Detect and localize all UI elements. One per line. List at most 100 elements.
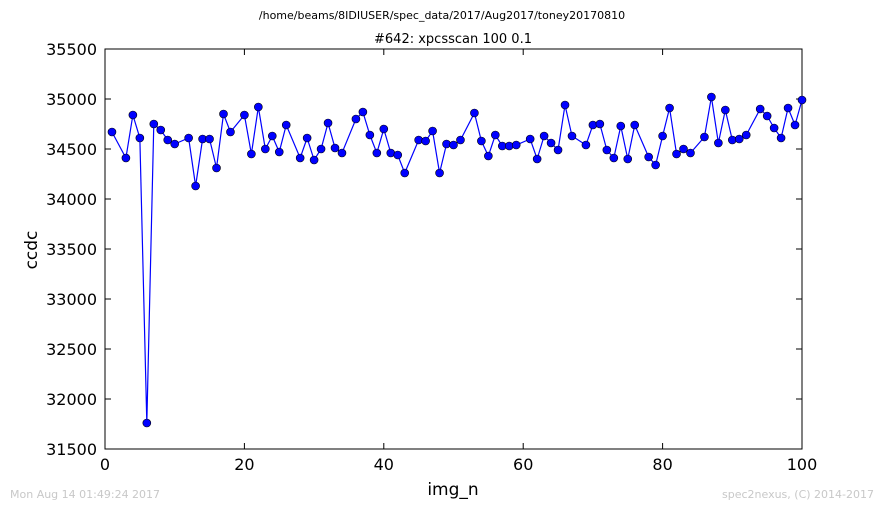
x-tick-label: 80: [652, 455, 672, 474]
data-point: [323, 118, 333, 128]
data-point: [700, 132, 709, 142]
data-point: [616, 121, 626, 131]
data-point: [477, 136, 486, 146]
data-point: [595, 119, 605, 129]
y-tick-label: 33000: [46, 290, 97, 309]
data-point: [776, 133, 786, 143]
data-point: [205, 134, 214, 144]
y-tick-label: 31500: [46, 440, 97, 459]
data-point: [428, 126, 437, 136]
data-point: [261, 144, 270, 154]
data-point: [560, 100, 570, 110]
data-point: [254, 102, 263, 112]
data-point: [630, 120, 640, 130]
data-point: [658, 131, 667, 141]
x-tick-label: 60: [513, 455, 533, 474]
data-point: [470, 108, 479, 118]
data-point: [365, 130, 375, 140]
data-point: [121, 153, 131, 163]
data-point: [686, 148, 695, 158]
data-point: [351, 114, 361, 124]
data-point: [128, 110, 138, 120]
data-point: [539, 131, 549, 141]
footer-credit: spec2nexus, (C) 2014-2017: [722, 488, 874, 501]
data-point: [484, 151, 493, 161]
data-point: [665, 103, 674, 113]
data-point: [525, 134, 535, 144]
plot-frame: [104, 48, 803, 450]
y-tick-label: 35000: [46, 90, 97, 109]
data-point: [553, 145, 563, 155]
data-point: [456, 135, 465, 145]
data-point: [184, 133, 193, 143]
data-point: [267, 131, 277, 141]
data-point: [546, 138, 556, 148]
data-point: [741, 130, 751, 140]
data-point: [226, 127, 235, 137]
data-point: [142, 418, 152, 428]
y-tick-label: 35500: [46, 40, 97, 59]
data-point: [358, 107, 368, 117]
data-point: [644, 152, 653, 162]
x-tick-label: 0: [100, 455, 110, 474]
plot-area: 0 20 40 60 80 100 31500 32000 32500 33000 33500 340…: [46, 40, 817, 474]
data-point: [149, 119, 159, 129]
data-point: [714, 138, 723, 148]
y-tick-label: 32000: [46, 390, 97, 409]
y-tick-label: 32500: [46, 340, 97, 359]
data-point: [790, 120, 800, 130]
y-axis-label: ccdc: [22, 231, 42, 270]
data-point: [449, 140, 458, 150]
data-point: [191, 181, 200, 191]
data-point: [755, 104, 765, 114]
data-point: [435, 168, 444, 178]
y-tick-label: 34000: [46, 190, 97, 209]
footer-timestamp: Mon Aug 14 01:49:24 2017: [10, 488, 161, 501]
data-point: [421, 136, 430, 146]
data-point: [247, 149, 256, 159]
data-point: [302, 133, 312, 143]
data-point: [372, 148, 382, 158]
data-point: [762, 111, 772, 121]
x-axis-label: img_n: [427, 480, 478, 500]
data-point: [337, 148, 347, 158]
data-point: [163, 135, 173, 145]
data-point: [769, 123, 779, 133]
data-point: [651, 160, 660, 170]
data-point: [532, 154, 542, 164]
data-point: [567, 131, 577, 141]
data-point: [316, 144, 326, 154]
x-tick-label: 20: [234, 455, 254, 474]
figure-suptitle: /home/beams/8IDIUSER/spec_data/2017/Aug2…: [258, 9, 626, 22]
data-point: [511, 140, 521, 150]
data-point: [679, 144, 688, 154]
data-point: [721, 105, 730, 115]
data-point: [170, 139, 179, 149]
data-point: [219, 109, 228, 119]
data-point: [783, 103, 793, 113]
data-point: [400, 168, 410, 178]
x-tick-label: 100: [787, 455, 818, 474]
chart-title: #642: xpcsscan 100 0.1: [374, 32, 532, 47]
data-point: [156, 125, 166, 135]
data-point: [240, 110, 249, 120]
data-point: [707, 92, 716, 102]
data-point: [602, 145, 612, 155]
y-tick-label: 34500: [46, 140, 97, 159]
data-point: [281, 120, 291, 130]
x-tick-label: 40: [374, 455, 394, 474]
data-point: [135, 133, 145, 143]
data-point: [309, 155, 319, 165]
data-point: [797, 95, 807, 105]
data-point: [274, 147, 284, 157]
y-tick-label: 33500: [46, 240, 97, 259]
data-point: [609, 153, 619, 163]
data-point: [295, 153, 305, 163]
data-point: [330, 143, 340, 153]
data-point: [491, 130, 500, 140]
data-point: [623, 154, 633, 164]
data-point: [212, 163, 221, 173]
data-point: [734, 134, 744, 144]
data-point: [107, 127, 117, 137]
